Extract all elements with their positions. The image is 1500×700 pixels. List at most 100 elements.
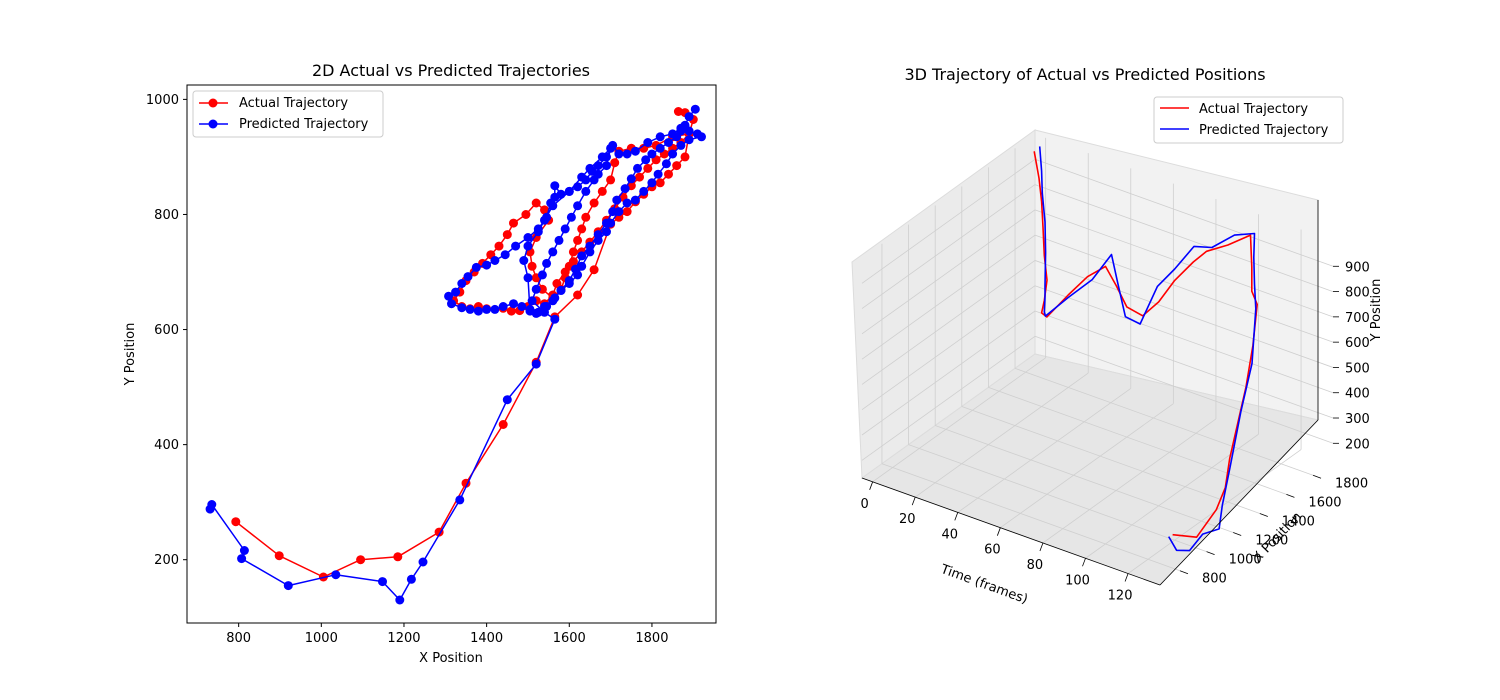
chart-2d-point-actual-77 [589, 265, 599, 275]
chart-3d-grid-time-floor-60 [1000, 403, 1174, 529]
chart-2d-point-predicted-37 [463, 272, 473, 282]
chart-2d-legend-label-predicted: Predicted Trajectory [239, 117, 369, 132]
chart-2d-point-predicted-69 [668, 149, 678, 159]
chart-3d-time-tick-label-0: 0 [861, 497, 869, 512]
chart-3d-time-tick-40 [954, 512, 959, 521]
chart-2d-point-predicted-106 [560, 224, 570, 234]
chart-3d-grid-ypos-back-400 [1034, 285, 1334, 394]
chart-3d-grid-ypos-back-300 [1034, 310, 1334, 419]
chart-2d-point-predicted-79 [593, 235, 603, 245]
chart-2d-point-predicted-104 [573, 201, 583, 211]
chart-3d-legend-frame [1153, 96, 1344, 144]
chart-3d-ypos-tick-label-800: 800 [1345, 286, 1370, 301]
chart-2d-point-predicted-78 [602, 227, 611, 237]
chart-2d-point-predicted-8 [641, 155, 651, 165]
chart-3d-grid-time-floor-40 [957, 388, 1132, 513]
chart-3d-time-tick-120 [1124, 573, 1129, 582]
chart-3d-xpos-axis-line [1159, 419, 1319, 586]
chart-2d-point-actual-68 [672, 161, 682, 171]
chart-3d-series-group [1033, 146, 1258, 552]
chart-3d-ypos-tick-label-700: 700 [1345, 311, 1370, 326]
chart-3d-grid-time-floor-80 [1042, 418, 1217, 544]
chart-2d-point-predicted-17 [577, 251, 587, 261]
chart-2d-point-actual-85 [356, 555, 366, 565]
chart-2d-point-actual-84 [393, 552, 403, 562]
chart-3d-grid-ypos-side-200 [861, 335, 1036, 461]
chart-2d-point-actual-55 [577, 224, 587, 234]
chart-2d-point-predicted-100 [602, 161, 611, 171]
chart-2d-point-predicted-80 [585, 247, 595, 257]
chart-2d-legend: Actual Trajectory Predicted Trajectory [192, 90, 384, 138]
chart-2d-point-predicted-66 [697, 132, 706, 142]
chart-2d-point-actual-81 [498, 420, 508, 429]
chart-2d-point-predicted-127 [205, 504, 215, 514]
chart-2d-point-predicted-103 [581, 186, 591, 196]
chart-2d-point-predicted-77 [606, 218, 616, 228]
chart-2d-point-actual-38 [502, 230, 512, 240]
chart-2d-point-predicted-81 [577, 261, 587, 271]
chart-2d-point-predicted-105 [566, 212, 576, 222]
chart-2d-x-tick-label-800: 800 [226, 631, 251, 646]
chart-3d-ypos-tick-label-400: 400 [1345, 387, 1370, 402]
chart-3d-time-tick-label-40: 40 [942, 527, 959, 542]
chart-2d-point-predicted-97 [585, 163, 595, 173]
chart-3d-time-axis-line [861, 477, 1161, 586]
chart-2d-point-predicted-35 [451, 287, 461, 297]
chart-2d-point-predicted-89 [523, 273, 533, 283]
chart-2d-point-actual-40 [521, 210, 531, 219]
chart-2d-point-actual-42 [540, 205, 549, 215]
chart-2d-point-predicted-62 [668, 129, 678, 139]
chart-2d-point-predicted-57 [614, 149, 624, 159]
chart-3d-legend: Actual Trajectory Predicted Trajectory [1153, 96, 1344, 144]
chart-3d-xpos-tick-label-1000: 1000 [1229, 553, 1262, 568]
chart-2d-x-tick-label-1400: 1400 [470, 631, 503, 646]
chart-2d-point-predicted-51 [573, 182, 583, 192]
chart-3d: 3D Trajectory of Actual vs Predicted Pos… [851, 65, 1384, 608]
chart-2d-point-predicted-11 [620, 184, 630, 194]
chart-2d-point-predicted-107 [554, 235, 564, 245]
chart-2d-point-predicted-13 [608, 207, 618, 217]
chart-2d-point-actual-8 [643, 163, 653, 173]
chart-2d-point-predicted-10 [626, 174, 636, 184]
chart-2d-point-predicted-75 [622, 198, 632, 208]
chart-3d-grid-ypos-side-800 [861, 184, 1036, 309]
chart-2d-point-predicted-1 [684, 112, 694, 122]
chart-3d-grid-ypos-side-600 [861, 234, 1036, 360]
chart-2d-point-actual-78 [573, 290, 583, 300]
chart-3d-grid-xpos-floor-1200 [935, 425, 1234, 533]
chart-2d-point-actual-25 [506, 306, 516, 316]
chart-3d-grid-ypos-back-500 [1034, 260, 1334, 368]
chart-3d-grid-time-floor-100 [1085, 433, 1259, 559]
chart-2d-point-predicted-36 [457, 279, 467, 288]
chart-2d-series-group [205, 104, 706, 605]
chart-2d-point-predicted-114 [550, 314, 560, 324]
chart-3d-xpos-tick-label-800: 800 [1202, 572, 1227, 587]
chart-3d-time-axis-label: Time (frames) [938, 562, 1030, 608]
chart-2d-legend-label-actual: Actual Trajectory [239, 96, 348, 111]
chart-3d-xpos-tick-1200 [1233, 532, 1242, 536]
chart-3d-ypos-tick-label-300: 300 [1345, 412, 1370, 427]
chart-2d-point-predicted-33 [447, 299, 456, 309]
chart-2d: 2D Actual vs Predicted Trajectories 800 1… [123, 61, 717, 666]
chart-3d-grid-ypos-back-800 [1034, 184, 1334, 292]
chart-2d-point-predicted-67 [684, 135, 694, 145]
chart-2d-point-predicted-112 [527, 296, 537, 306]
chart-2d-point-predicted-73 [639, 186, 649, 196]
chart-2d-point-predicted-71 [653, 169, 663, 179]
chart-2d-point-predicted-124 [237, 554, 247, 564]
chart-2d-y-tick-label-600: 600 [154, 323, 179, 338]
chart-2d-point-predicted-120 [395, 595, 405, 605]
chart-3d-time-tick-label-80: 80 [1027, 558, 1044, 573]
chart-2d-point-actual-67 [680, 152, 690, 162]
chart-2d-point-actual-53 [568, 247, 578, 257]
chart-3d-time-tick-label-20: 20 [899, 512, 916, 527]
chart-2d-point-predicted-28 [490, 304, 500, 314]
chart-2d-point-predicted-90 [519, 256, 529, 265]
chart-2d-y-tick-label-200: 200 [154, 553, 179, 568]
chart-2d-point-predicted-102 [589, 175, 599, 185]
chart-2d-point-predicted-70 [661, 159, 671, 169]
chart-2d-point-predicted-61 [655, 132, 665, 142]
chart-2d-point-predicted-110 [537, 270, 547, 280]
chart-2d-plot-area [186, 84, 717, 624]
chart-2d-point-predicted-84 [556, 285, 566, 295]
